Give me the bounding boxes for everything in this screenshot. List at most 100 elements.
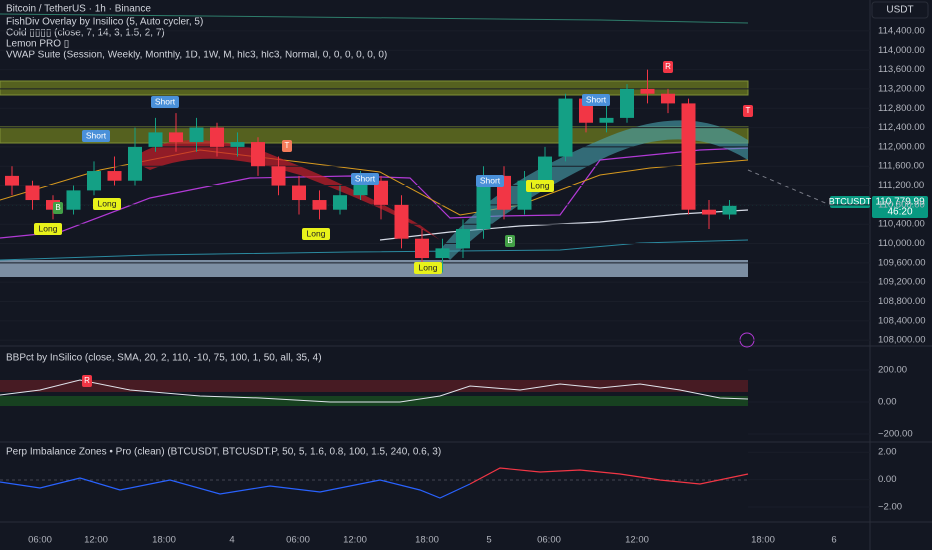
candle-body (230, 142, 245, 147)
y-tick-label: 0.00 (878, 396, 897, 407)
signal-label: Short (480, 175, 501, 185)
signal-badge (93, 198, 121, 210)
candle-body (333, 195, 347, 210)
candle-body (189, 127, 204, 143)
oscillator-line (0, 379, 749, 403)
imbalance-line (469, 467, 749, 485)
candle-body (148, 132, 163, 147)
signal-badge (82, 130, 110, 142)
indicator-label: FishDiv Overlay by Insilico (5, Auto cyc… (6, 17, 203, 28)
marker-label: T (746, 106, 751, 115)
signal-badge (414, 262, 442, 274)
signal-badge (151, 96, 179, 108)
marker-badge (82, 375, 92, 387)
signal-label: Long (307, 228, 326, 238)
marker-badge (743, 105, 753, 117)
y-tick-label: 109,600.00 (878, 257, 926, 268)
signal-label: Short (86, 130, 107, 140)
y-tick-label: −2.00 (878, 501, 902, 512)
x-tick-label: 18:00 (415, 535, 439, 546)
candle-body (599, 117, 614, 123)
y-tick-label: 112,400.00 (878, 122, 925, 133)
candle-body (661, 93, 675, 104)
zone (0, 380, 748, 392)
indicator-label: VWAP Suite (Session, Weekly, Monthly, 1D… (6, 50, 387, 61)
y-tick-label: 114,000.00 (878, 45, 925, 56)
signal-label: Long (531, 180, 550, 190)
marker-label: R (665, 62, 671, 71)
cloud (130, 140, 440, 240)
y-tick-label: 111,600.00 (878, 161, 924, 172)
candle-body (5, 175, 19, 186)
imbalance-line (0, 477, 471, 499)
y-tick-label: 112,000.00 (878, 141, 925, 152)
y-tick-label: 114,400.00 (878, 25, 925, 36)
candle-body (312, 200, 327, 210)
candle-body (87, 171, 101, 191)
zone (0, 396, 748, 406)
candle-body (251, 142, 265, 167)
marker-label: B (507, 236, 512, 245)
x-tick-label: 06:00 (28, 535, 52, 546)
y-tick-label: 109,200.00 (878, 277, 926, 288)
marker-label: B (55, 203, 60, 212)
marker-label: R (84, 376, 90, 385)
marker-badge (505, 235, 515, 247)
currency[interactable]: USDT (886, 5, 913, 16)
currency-badge[interactable] (871, 1, 929, 19)
projection (747, 169, 831, 206)
candle-body (374, 180, 388, 205)
candle-body (640, 88, 655, 94)
candle-body (66, 190, 81, 210)
candle-body (169, 132, 183, 143)
y-tick-label: 200.00 (878, 364, 907, 375)
vwap-line (0, 147, 749, 239)
y-tick-label: 110,400.00 (878, 219, 925, 230)
y-tick-label: 113,600.00 (878, 64, 925, 75)
cloud (440, 120, 748, 260)
chart-title: Bitcoin / TetherUS · 1h · Binance (6, 4, 151, 15)
pane-title: Perp Imbalance Zones • Pro (clean) (BTCU… (6, 447, 441, 458)
marker-badge (53, 202, 63, 214)
signal-label: Long (98, 198, 117, 208)
zone (0, 260, 748, 277)
zone (0, 80, 749, 96)
y-tick-label: 2.00 (878, 447, 897, 458)
x-tick-label: 06:00 (286, 535, 310, 546)
signal-badge (582, 94, 610, 106)
signal-label: Long (39, 223, 58, 233)
candle-body (415, 238, 429, 259)
candle-body (722, 205, 737, 215)
signal-badge (302, 228, 330, 240)
countdown: 46:20 (887, 207, 912, 218)
signal-badge (351, 173, 379, 185)
indicator-label: Lemon PRO ▯ (6, 39, 69, 50)
x-tick-label: 06:00 (537, 535, 561, 546)
candle-body (558, 98, 573, 157)
candle-body (702, 209, 716, 215)
candle-body (620, 88, 634, 118)
x-tick-label: 5 (486, 535, 491, 546)
candle-body (210, 127, 224, 147)
x-tick-label: 4 (229, 535, 234, 546)
signal-badge (526, 180, 554, 192)
marker-label: T (285, 141, 290, 150)
price-tag (872, 196, 928, 218)
signal-badge (476, 175, 504, 187)
y-tick-label: 0.00 (878, 474, 897, 485)
x-tick-label: 12:00 (625, 535, 649, 546)
candle-body (292, 185, 306, 201)
candle-body (25, 185, 40, 201)
x-tick-label: 6 (831, 535, 836, 546)
y-tick-label: 112,800.00 (878, 103, 925, 114)
signal-label: Short (155, 96, 176, 106)
candle-body (435, 248, 450, 259)
y-tick-label: 108,400.00 (878, 315, 926, 326)
signal-label: Long (419, 262, 438, 272)
signal-badge (34, 223, 62, 235)
y-tick-label: 110,000.00 (878, 238, 925, 249)
candle-body (681, 103, 696, 210)
signal-label: Short (586, 94, 607, 104)
y-tick-label: 108,000.00 (878, 335, 926, 346)
